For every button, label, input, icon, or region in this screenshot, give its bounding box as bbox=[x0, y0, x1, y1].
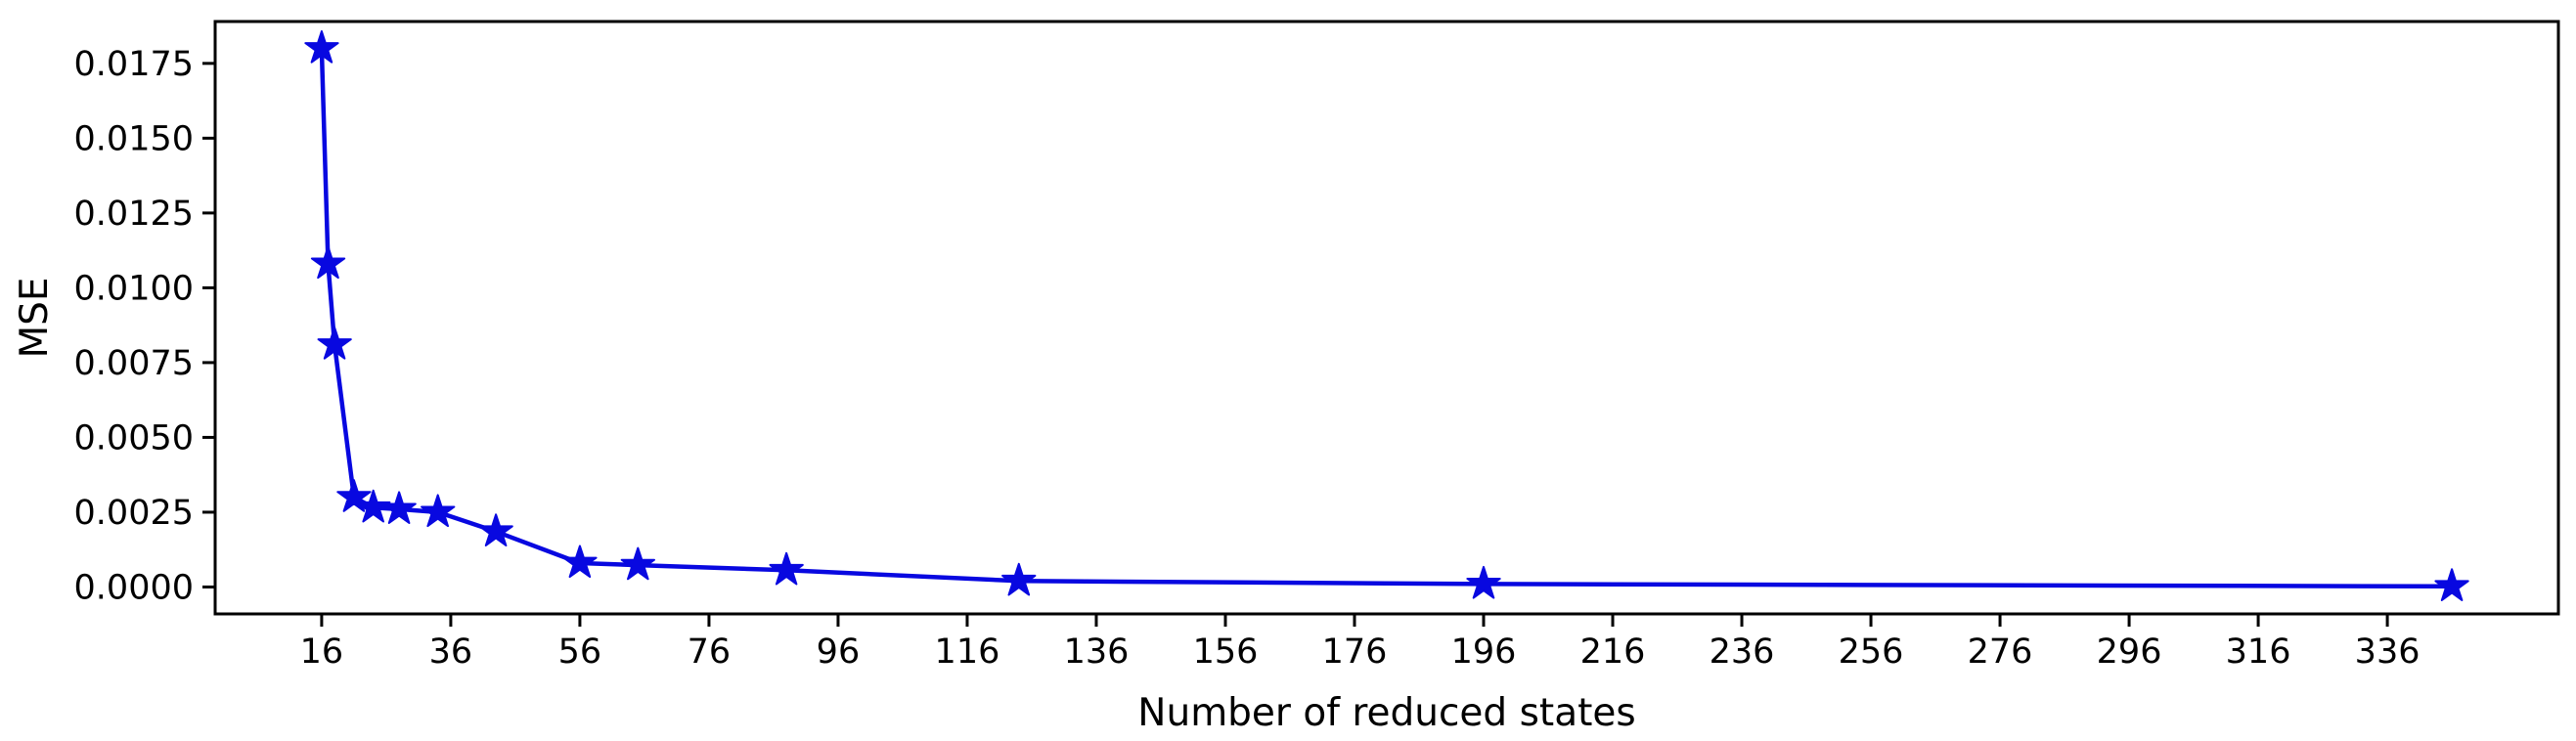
y-tick-label: 0.0075 bbox=[74, 344, 194, 383]
y-tick-label: 0.0050 bbox=[74, 419, 194, 458]
x-tick-label: 216 bbox=[1580, 632, 1646, 672]
x-tick-label: 296 bbox=[2097, 632, 2162, 672]
data-point-marker bbox=[317, 327, 352, 360]
plot-frame bbox=[213, 20, 2560, 616]
y-tick-label: 0.0100 bbox=[74, 270, 194, 309]
x-tick-label: 336 bbox=[2355, 632, 2421, 672]
data-point-marker bbox=[304, 30, 339, 64]
data-point-marker bbox=[336, 479, 372, 512]
data-point-marker bbox=[562, 545, 598, 579]
data-point-marker bbox=[620, 546, 655, 581]
data-point-marker bbox=[769, 551, 804, 586]
series-line bbox=[319, 46, 2455, 589]
x-tick-label: 196 bbox=[1451, 632, 1517, 672]
x-tick-label: 256 bbox=[1839, 632, 1904, 672]
x-tick-label: 236 bbox=[1710, 632, 1775, 672]
x-tick-label: 316 bbox=[2226, 632, 2291, 672]
data-point-marker bbox=[381, 491, 417, 524]
x-tick-label: 56 bbox=[558, 632, 602, 672]
plot-area: 16 36 56 76 96 116 136 156 176 196 216 236 256 276 296… bbox=[74, 30, 2469, 672]
y-tick-label: 0.0150 bbox=[74, 120, 194, 159]
data-point-marker bbox=[356, 489, 391, 523]
data-point-marker bbox=[1466, 565, 1501, 599]
data-point-marker bbox=[1001, 562, 1037, 596]
y-tick-label: 0.0125 bbox=[74, 195, 194, 234]
data-point-marker bbox=[421, 494, 456, 528]
x-tick-label: 96 bbox=[817, 632, 861, 672]
y-tick-label: 0.0025 bbox=[74, 494, 194, 533]
x-tick-label: 136 bbox=[1064, 632, 1130, 672]
y-tick-label: 0.0000 bbox=[74, 569, 194, 608]
x-tick-label: 176 bbox=[1322, 632, 1388, 672]
data-point-marker bbox=[2434, 568, 2469, 601]
data-point-marker bbox=[310, 245, 346, 280]
x-tick-label: 36 bbox=[429, 632, 473, 672]
x-axis-label: Number of reduced states bbox=[1137, 691, 1635, 735]
y-tick-label: 0.0175 bbox=[74, 45, 194, 84]
x-tick-label: 16 bbox=[300, 632, 344, 672]
y-axis-label: MSE bbox=[13, 277, 57, 358]
x-tick-label: 116 bbox=[935, 632, 1000, 672]
x-tick-label: 276 bbox=[1968, 632, 2033, 672]
data-point-marker bbox=[478, 513, 513, 546]
x-tick-label: 76 bbox=[688, 632, 732, 672]
x-tick-label: 156 bbox=[1193, 632, 1259, 672]
